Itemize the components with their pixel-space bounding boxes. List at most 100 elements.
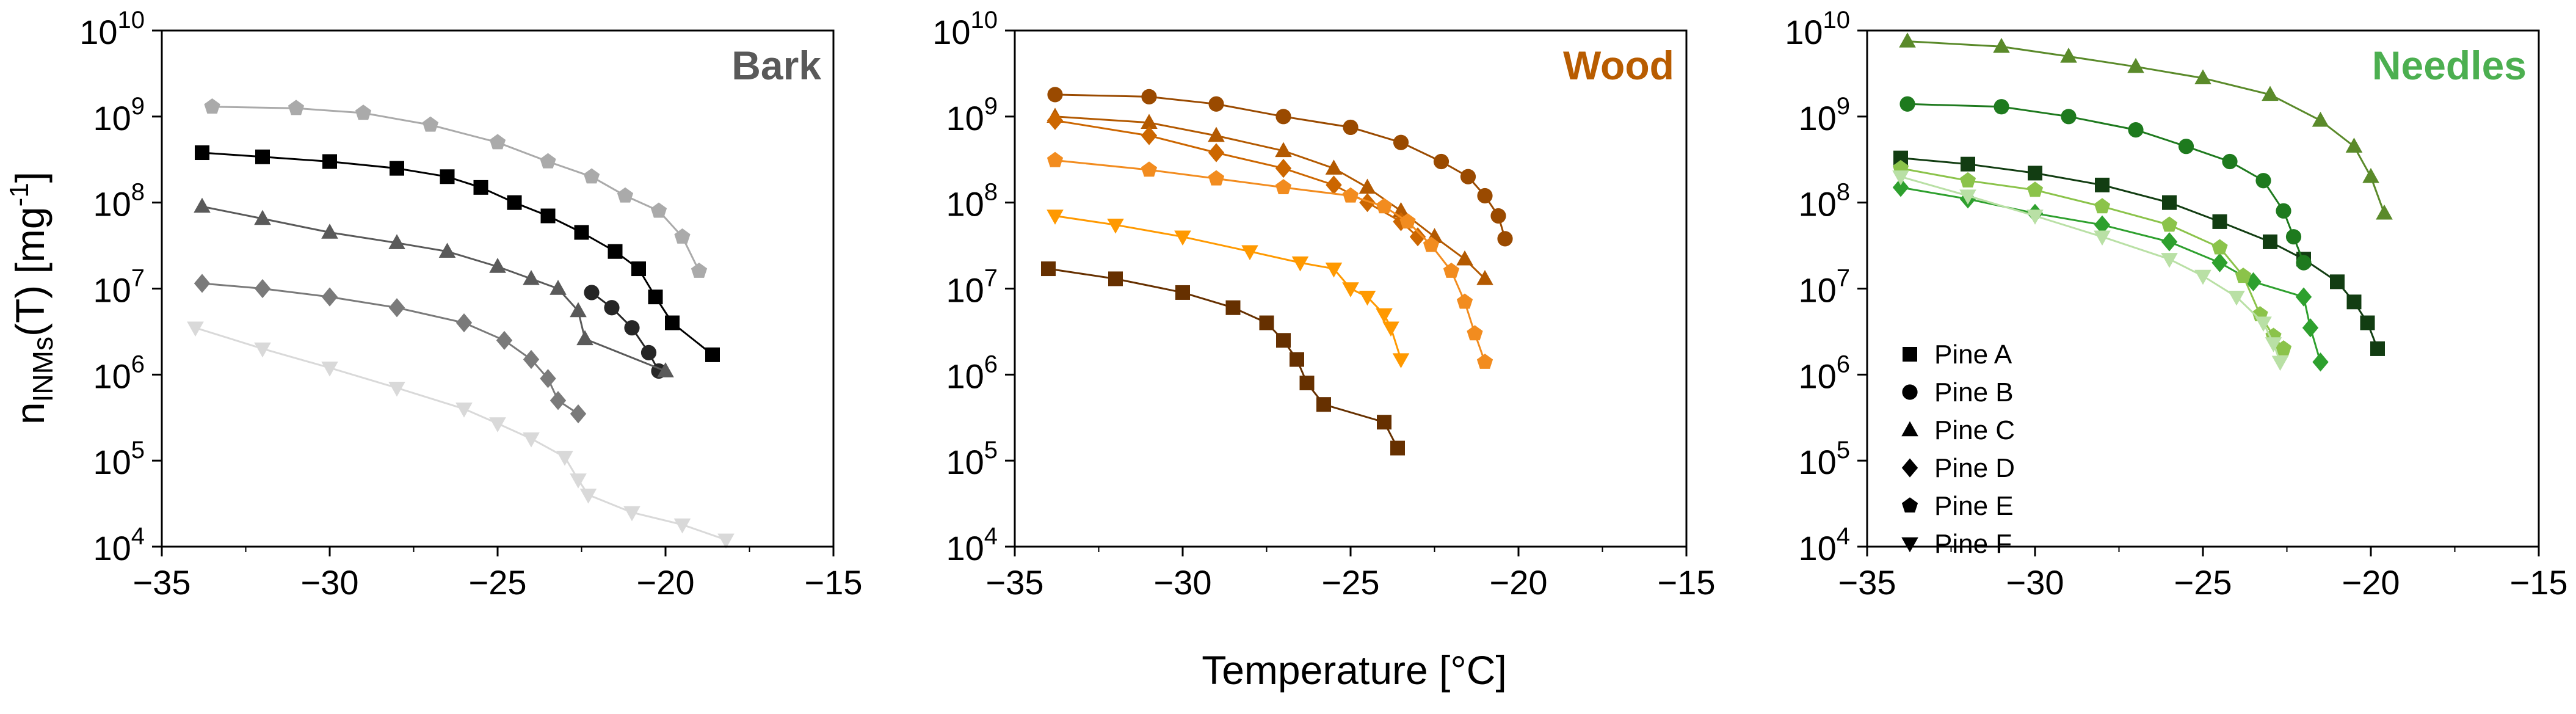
needles-data-point [1899,96,1915,112]
needles-data-point [2345,137,2363,153]
bark-data-point [579,489,597,504]
bark-data-point [288,100,305,115]
needles-x-tick-label: −35 [1838,563,1896,602]
wood-series-pine-d [1047,111,1426,247]
wood-data-point [1382,321,1399,337]
bark-data-point [440,169,455,184]
bark-y-tick-label: 105 [93,437,145,481]
needles-x-tick-label: −15 [2510,563,2568,602]
legend-label: Pine D [1934,453,2015,483]
needles-data-point [2295,287,2312,307]
needles-data-point [2094,198,2111,214]
needles-data-point [2094,230,2111,246]
bark-data-point [624,320,640,336]
bark-data-point [650,202,667,218]
needles-series-pine-c [1899,32,2393,220]
wood-data-point [1175,285,1190,300]
wood-y-tick-label: 105 [946,437,998,481]
wood-data-point [1275,159,1292,178]
needles-y-tick-label: 104 [1798,523,1850,567]
bark-series-pine-c [194,197,674,377]
wood-data-point [1443,262,1460,278]
chart-panels: −35 −30 −25 −20 −15 104 105 106 107 108 109 1010 Bar… [79,7,2567,602]
bark-data-point [631,261,646,277]
wood-data-point [1174,230,1191,246]
bark-data-point [657,362,674,377]
legend-label: Pine F [1934,529,2012,559]
wood-data-point [1399,213,1416,229]
wood-data-point [1476,270,1493,285]
bark-y-tick-label: 104 [93,523,145,567]
needles-data-point [2161,253,2178,268]
wood-data-point [1241,245,1258,261]
wood-data-point [1141,161,1158,177]
needles-data-point [2255,316,2272,332]
needles-data-point [2094,215,2111,235]
bark-data-point [422,116,439,132]
needles-x-tick-label: −25 [2174,563,2232,602]
needles-data-point [1959,189,1976,205]
wood-y-tick-label: 104 [946,523,998,567]
needles-y-tick-label: 1010 [1785,7,1850,51]
wood-data-point [1390,440,1405,456]
bark-data-point [665,315,680,330]
bark-y-tick-label: 108 [93,179,145,224]
bark-x-tick-label: −35 [133,563,191,602]
bark-data-point [576,330,593,346]
wood-data-point [1316,397,1331,412]
bark-data-point [540,369,556,388]
bark-data-point [717,533,735,549]
wood-data-point [1490,208,1506,224]
needles-x-tick-label: −20 [2342,563,2400,602]
bark-data-point [523,349,540,370]
bark-data-point [489,134,506,150]
bark-panel: −35 −30 −25 −20 −15 104 105 106 107 108 109 1010 Bar… [79,7,862,602]
bark-data-point [550,280,567,295]
wood-data-point [1041,261,1056,277]
bark-data-point [388,381,405,397]
bark-data-point [640,344,657,360]
needles-data-point [2222,153,2238,170]
bark-data-point [523,432,540,448]
needles-data-point [2312,352,2329,372]
bark-data-point [355,104,372,120]
wood-data-point [1326,175,1342,195]
wood-data-point [1290,352,1304,367]
wood-data-point [1433,153,1449,170]
wood-data-point [1325,262,1343,278]
needles-data-point [2028,166,2042,181]
bark-data-point [550,391,567,410]
bark-data-point [390,161,404,176]
wood-data-point [1276,333,1291,348]
needles-data-point [2346,294,2362,310]
bark-data-point [322,154,337,169]
wood-series-pine-a [1041,261,1405,456]
needles-y-tick-label: 107 [1798,265,1850,310]
needles-series-line [1900,175,2281,363]
needles-data-point [2271,355,2289,371]
wood-data-point [1393,134,1409,150]
wood-x-tick-label: −25 [1322,563,1380,602]
bark-data-point [204,98,220,114]
wood-y-tick-label: 109 [946,93,998,137]
bark-data-point [523,270,540,285]
bark-x-tick-label: −25 [469,563,527,602]
wood-data-point [1299,375,1315,390]
legend-marker [1902,384,1918,400]
wood-data-point [1476,353,1493,369]
needles-data-point [2362,167,2379,183]
needles-x-tick-label: −30 [2006,563,2064,602]
needles-data-point [2026,181,2044,197]
needles-data-point [2211,239,2228,255]
needles-data-point [2061,109,2077,125]
wood-y-tick-label: 107 [946,265,998,310]
bark-data-point [254,209,271,225]
bark-data-point [608,244,623,259]
needles-data-point [2161,216,2178,232]
needles-panel: −35 −30 −25 −20 −15 104 105 106 107 108 109 1010 Nee… [1785,7,2567,602]
legend-marker [1901,497,1918,513]
bark-data-point [556,451,573,466]
wood-series-pine-f [1047,209,1410,368]
needles-data-point [2263,234,2277,249]
